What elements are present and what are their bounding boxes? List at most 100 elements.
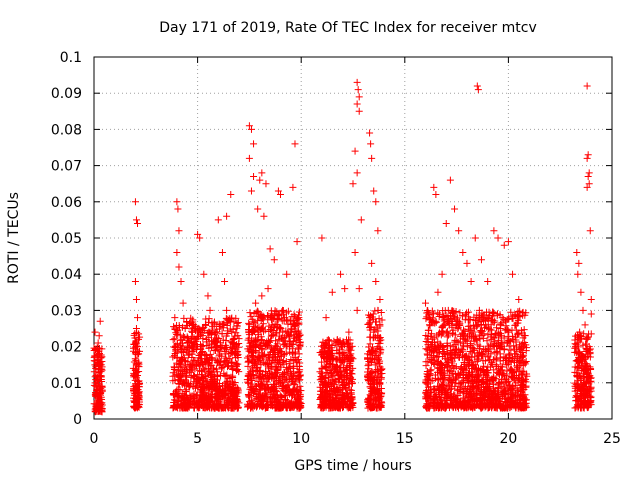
data-point [271, 320, 279, 328]
data-point [494, 234, 502, 242]
data-point [277, 363, 285, 371]
data-point [281, 401, 289, 409]
data-point [504, 238, 512, 246]
data-point [181, 392, 189, 400]
data-point [212, 338, 220, 346]
data-point [215, 335, 223, 343]
data-point [277, 347, 285, 355]
data-point [233, 324, 241, 332]
data-point [256, 176, 264, 184]
data-point [317, 387, 325, 395]
data-point [366, 129, 374, 137]
data-point [346, 404, 354, 412]
data-point [268, 310, 276, 318]
data-point [188, 353, 196, 361]
data-point [346, 369, 354, 377]
data-point [338, 395, 346, 403]
data-point [227, 191, 235, 199]
data-point [135, 367, 143, 375]
data-point [244, 379, 252, 387]
data-point [345, 345, 353, 353]
data-point [289, 183, 297, 191]
data-point [264, 285, 272, 293]
data-point [345, 328, 353, 336]
data-point [212, 401, 220, 409]
data-point [328, 370, 336, 378]
data-point [178, 336, 186, 344]
data-point [170, 399, 178, 407]
data-point [577, 288, 585, 296]
data-point [328, 402, 336, 410]
data-point [318, 358, 326, 366]
data-point [272, 382, 280, 390]
data-point [269, 393, 277, 401]
data-point [205, 402, 213, 410]
data-point [95, 332, 103, 340]
data-point [283, 270, 291, 278]
data-point [268, 345, 276, 353]
data-point [371, 307, 379, 315]
data-point [295, 308, 303, 316]
y-tick-label: 0.05 [51, 231, 82, 247]
data-point [259, 320, 267, 328]
data-point [193, 391, 201, 399]
data-point [221, 341, 229, 349]
data-point [187, 362, 195, 370]
data-point [254, 324, 262, 332]
data-point [254, 331, 262, 339]
data-point [462, 352, 470, 360]
data-point [277, 334, 285, 342]
data-point [426, 322, 434, 330]
data-point [262, 180, 270, 188]
data-point [288, 377, 296, 385]
data-point [249, 328, 257, 336]
data-point [192, 379, 200, 387]
data-point [341, 285, 349, 293]
data-point [170, 390, 178, 398]
data-point [130, 403, 138, 411]
data-point [371, 355, 379, 363]
data-point [174, 205, 182, 213]
data-point [335, 349, 343, 357]
data-point [223, 212, 231, 220]
data-point [213, 402, 221, 410]
data-point [446, 342, 454, 350]
y-tick-label: 0 [73, 412, 82, 428]
data-point [466, 348, 474, 356]
data-point [204, 292, 212, 300]
data-point [346, 336, 354, 344]
data-point [267, 344, 275, 352]
data-point [218, 363, 226, 371]
data-point [354, 86, 362, 94]
data-point [172, 347, 180, 355]
grid-lines [94, 57, 612, 419]
data-point [322, 314, 330, 322]
data-point [210, 378, 218, 386]
data-point [249, 352, 257, 360]
data-point [294, 345, 302, 353]
x-tick-label: 10 [292, 431, 310, 447]
data-point [323, 363, 331, 371]
data-point [515, 296, 523, 304]
data-point [224, 396, 232, 404]
data-point [377, 392, 385, 400]
data-point [231, 349, 239, 357]
data-point [280, 333, 288, 341]
data-point [371, 361, 379, 369]
data-point [201, 401, 209, 409]
data-point [93, 376, 101, 384]
data-point [134, 220, 142, 228]
data-point [284, 317, 292, 325]
data-point [255, 391, 263, 399]
data-point [227, 380, 235, 388]
data-point [256, 342, 264, 350]
data-point [91, 328, 99, 336]
data-point [235, 399, 243, 407]
data-point [169, 404, 177, 412]
data-point [92, 365, 100, 373]
data-point [260, 359, 268, 367]
data-point [295, 335, 303, 343]
y-tick-label: 0.07 [51, 159, 82, 175]
data-point [188, 328, 196, 336]
data-point [228, 348, 236, 356]
